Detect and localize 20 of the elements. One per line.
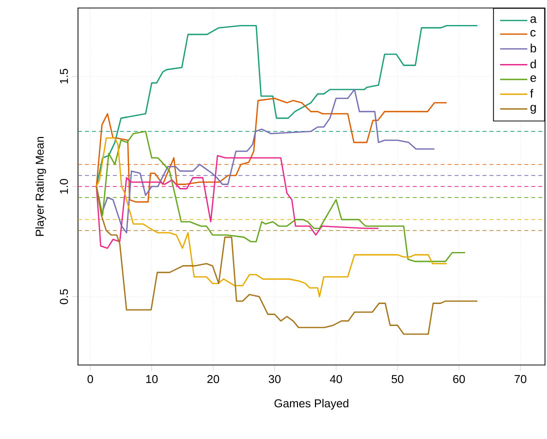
x-tick-label: 50	[392, 375, 404, 384]
x-tick-label: 60	[453, 375, 465, 384]
y-tick-label: 1.0	[60, 178, 68, 194]
legend-label: g	[530, 104, 536, 114]
x-tick-label: 30	[268, 375, 281, 384]
legend-label: e	[530, 75, 536, 82]
x-axis-title: Games Played	[274, 398, 348, 410]
x-tick-label: 70	[514, 375, 526, 384]
x-tick-label: 0	[88, 375, 94, 384]
y-axis-title: Player Rating Mean	[35, 136, 46, 236]
x-tick-label: 10	[146, 375, 158, 384]
legend-label: b	[530, 44, 536, 52]
legend-label: f	[530, 89, 534, 98]
y-tick-label: 0.5	[60, 289, 68, 304]
legend-label: a	[530, 16, 537, 23]
legend-label: c	[530, 30, 536, 37]
x-tick-label: 40	[330, 375, 342, 384]
x-tick-label: 20	[207, 375, 220, 384]
legend-label: d	[530, 60, 536, 68]
y-tick-label: 1.5	[60, 68, 68, 84]
